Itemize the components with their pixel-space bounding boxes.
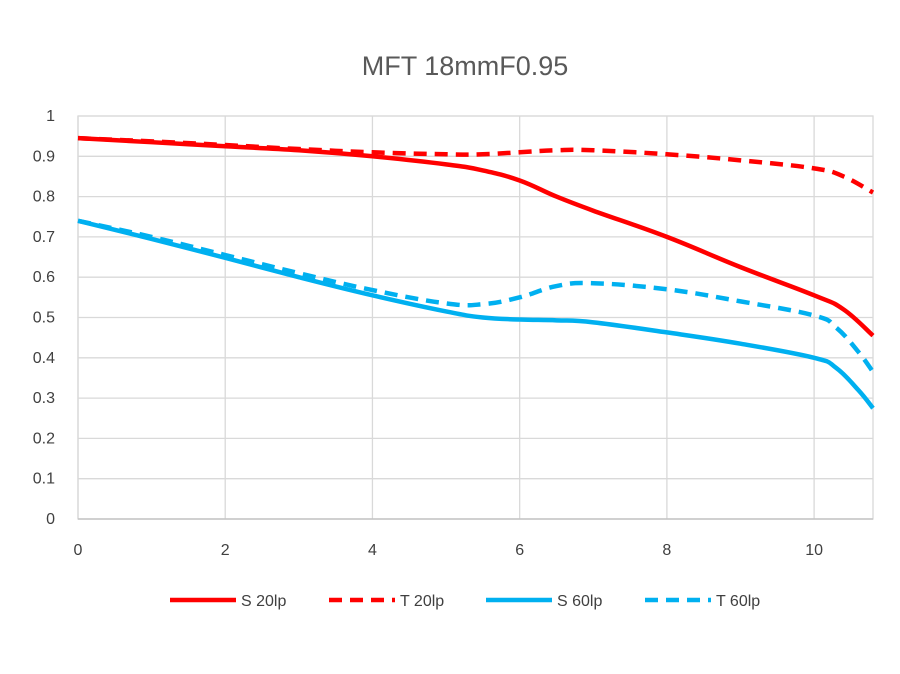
y-tick-label: 0.2 — [33, 430, 55, 447]
legend-label: S 20lp — [241, 593, 286, 610]
chart-title: MFT 18mmF0.95 — [362, 51, 569, 81]
legend-item-s-60lp: S 60lp — [486, 593, 602, 610]
x-tick-label: 2 — [221, 542, 230, 559]
series-line-t-20lp — [77, 135, 875, 195]
legend-item-s-20lp: S 20lp — [170, 593, 286, 610]
y-tick-label: 0.7 — [33, 229, 55, 246]
grid-layer — [77, 115, 874, 520]
x-tick-label: 4 — [368, 542, 377, 559]
series-line-s-60lp — [77, 218, 875, 410]
legend-item-t-20lp: T 20lp — [329, 593, 444, 610]
legend-label: S 60lp — [557, 593, 602, 610]
legend: S 20lp T 20lp S 60lp T 60lp — [170, 593, 760, 610]
y-tick-label: 0.5 — [33, 310, 55, 327]
legend-label: T 60lp — [716, 593, 760, 610]
legend-item-t-60lp: T 60lp — [645, 593, 760, 610]
legend-label: T 20lp — [400, 593, 444, 610]
y-tick-label: 0.3 — [33, 390, 55, 407]
series-line-s-20lp — [77, 135, 875, 338]
x-tick-label: 10 — [805, 542, 823, 559]
y-tick-label: 0.8 — [33, 189, 55, 206]
y-tick-label: 0.6 — [33, 269, 55, 286]
series-layer — [77, 135, 875, 410]
x-tick-label: 0 — [74, 542, 83, 559]
y-tick-label: 0.4 — [33, 350, 55, 367]
y-tick-label: 0 — [46, 511, 55, 528]
x-tick-label: 6 — [515, 542, 524, 559]
y-tick-label: 0.1 — [33, 471, 55, 488]
y-tick-label: 1 — [46, 108, 55, 125]
series-line-t-60lp — [77, 218, 875, 374]
y-tick-label: 0.9 — [33, 148, 55, 165]
x-tick-label: 8 — [662, 542, 671, 559]
tick-layer: 00.10.20.30.40.50.60.70.80.910 2 4 6 8 10 — [33, 108, 823, 559]
